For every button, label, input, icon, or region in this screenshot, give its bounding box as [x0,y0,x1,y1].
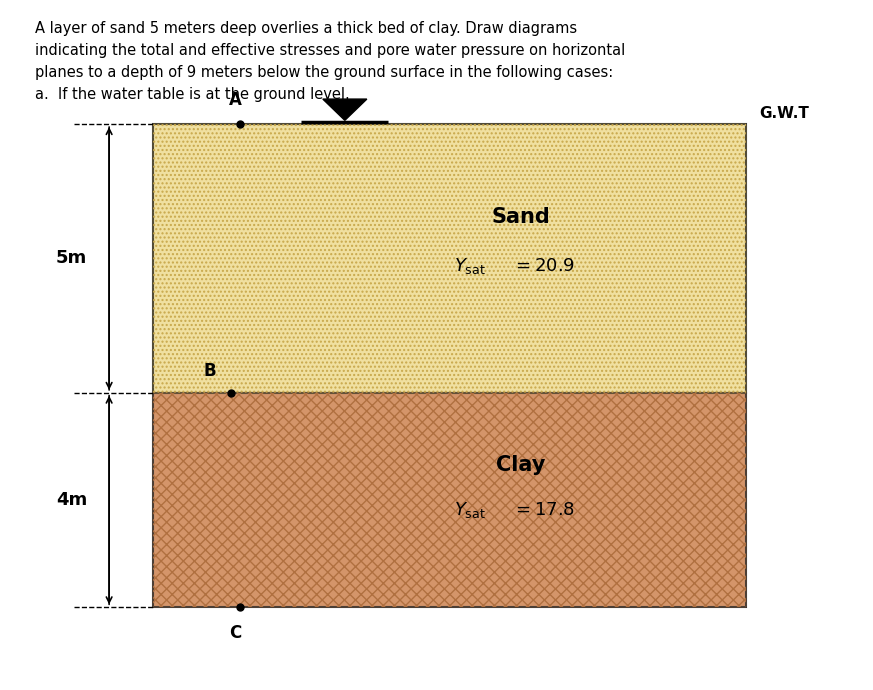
Bar [153,124,746,393]
Text: G.W.T: G.W.T [760,106,809,121]
Text: $Y_{\mathsf{sat}}$: $Y_{\mathsf{sat}}$ [454,256,486,276]
Text: B: B [203,362,216,380]
Text: $= 17.8$: $= 17.8$ [512,501,574,519]
Text: C: C [230,624,242,642]
Text: 4m: 4m [56,491,87,509]
Text: Sand: Sand [491,208,550,228]
Bar [153,393,746,607]
Text: $Y_{\mathsf{sat}}$: $Y_{\mathsf{sat}}$ [454,500,486,520]
Bar [153,393,746,607]
Text: A layer of sand 5 meters deep overlies a thick bed of clay. Draw diagrams
indica: A layer of sand 5 meters deep overlies a… [35,21,625,102]
Text: Clay: Clay [496,455,546,475]
Bar [153,124,746,393]
Polygon shape [323,99,367,120]
Text: 5m: 5m [56,250,87,268]
Text: A: A [230,91,242,109]
Text: $= 20.9$: $= 20.9$ [512,257,575,275]
